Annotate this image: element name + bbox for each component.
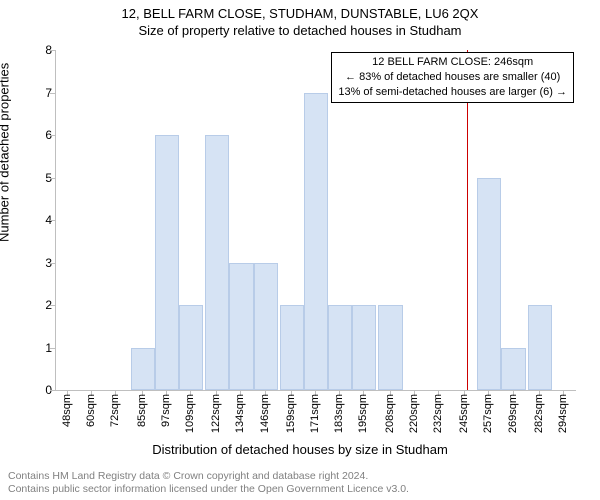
histogram-bar [352, 305, 376, 390]
x-tick-label: 208sqm [384, 394, 396, 433]
histogram-bar [501, 348, 525, 391]
y-tick-label: 8 [30, 43, 52, 57]
x-tick-label: 171sqm [309, 394, 321, 433]
x-tick-label: 220sqm [408, 394, 420, 433]
histogram-bar [205, 135, 229, 390]
x-tick-label: 159sqm [285, 394, 297, 433]
histogram-bar [229, 263, 253, 391]
chart-area: Number of detached properties 012345678 … [0, 42, 600, 442]
y-tick-label: 0 [30, 383, 52, 397]
histogram-bar [477, 178, 501, 391]
x-tick-label: 109sqm [184, 394, 196, 433]
x-tick-label: 134sqm [234, 394, 246, 433]
x-tick-label: 183sqm [333, 394, 345, 433]
info-line-3: 13% of semi-detached houses are larger (… [338, 85, 567, 100]
x-tick-label: 245sqm [458, 394, 470, 433]
x-axis-label: Distribution of detached houses by size … [0, 442, 600, 457]
plot-area: 12 BELL FARM CLOSE: 246sqm ← 83% of deta… [55, 50, 576, 391]
y-tick-label: 5 [30, 171, 52, 185]
y-tick-label: 1 [30, 341, 52, 355]
histogram-bar [528, 305, 552, 390]
footer-attribution: Contains HM Land Registry data © Crown c… [8, 470, 409, 496]
histogram-bar [280, 305, 304, 390]
x-tick-label: 97sqm [160, 394, 172, 427]
y-tick-label: 6 [30, 128, 52, 142]
x-tick-label: 60sqm [85, 394, 97, 427]
y-tick-label: 4 [30, 213, 52, 227]
histogram-bar [179, 305, 203, 390]
x-tick-label: 257sqm [482, 394, 494, 433]
x-tick-label: 294sqm [557, 394, 569, 433]
x-tick-label: 122sqm [210, 394, 222, 433]
histogram-bar [254, 263, 278, 391]
x-tick-label: 72sqm [109, 394, 121, 427]
footer-line-1: Contains HM Land Registry data © Crown c… [8, 470, 409, 483]
histogram-bar [378, 305, 402, 390]
x-tick-label: 282sqm [533, 394, 545, 433]
histogram-bar [304, 93, 328, 391]
y-tick-label: 7 [30, 86, 52, 100]
x-tick-label: 85sqm [136, 394, 148, 427]
histogram-bar [131, 348, 155, 391]
histogram-bar [155, 135, 179, 390]
histogram-bar [328, 305, 352, 390]
info-line-1: 12 BELL FARM CLOSE: 246sqm [338, 55, 567, 70]
x-tick-label: 232sqm [432, 394, 444, 433]
x-tick-label: 48sqm [61, 394, 73, 427]
footer-line-2: Contains public sector information licen… [8, 483, 409, 496]
x-tick-label: 269sqm [507, 394, 519, 433]
y-tick-label: 2 [30, 298, 52, 312]
info-line-2: ← 83% of detached houses are smaller (40… [338, 70, 567, 85]
info-box: 12 BELL FARM CLOSE: 246sqm ← 83% of deta… [331, 52, 574, 103]
chart-title-main: 12, BELL FARM CLOSE, STUDHAM, DUNSTABLE,… [0, 0, 600, 21]
chart-title-sub: Size of property relative to detached ho… [0, 21, 600, 38]
x-tick-label: 195sqm [357, 394, 369, 433]
x-tick-label: 146sqm [259, 394, 271, 433]
y-tick-label: 3 [30, 256, 52, 270]
